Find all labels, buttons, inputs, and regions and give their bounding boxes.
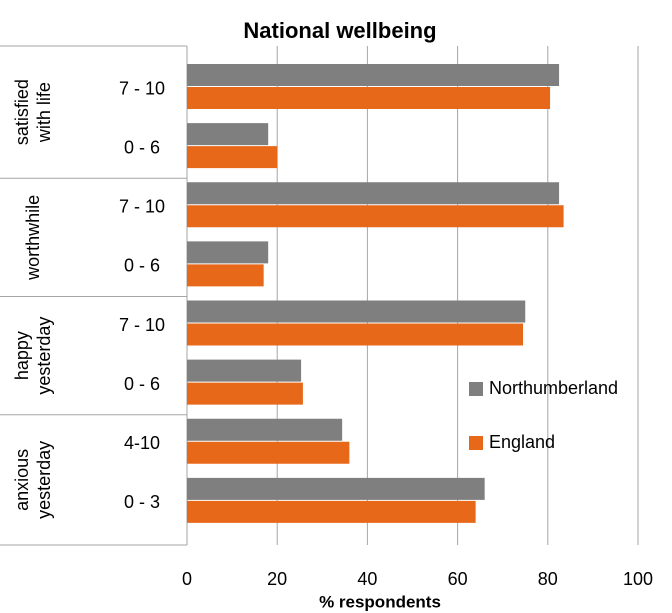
legend-swatch — [469, 382, 483, 396]
bar — [187, 205, 564, 228]
bar — [187, 64, 560, 86]
bar — [187, 264, 264, 287]
x-tick-label: 40 — [357, 569, 377, 589]
x-tick-label: 60 — [448, 569, 468, 589]
bar — [187, 359, 302, 382]
legend-swatch — [469, 436, 483, 450]
legend-label: Northumberland — [489, 378, 618, 398]
group-label: anxious yesterday — [12, 441, 54, 519]
y-tick-label: 0 - 6 — [124, 137, 160, 157]
x-tick-label: 80 — [538, 569, 558, 589]
group-label: worthwhile — [23, 195, 43, 281]
group-label: happy yesterday — [12, 317, 54, 395]
bar — [187, 182, 560, 205]
bar — [187, 500, 476, 523]
bar — [187, 146, 278, 169]
chart-title: National wellbeing — [243, 18, 436, 43]
y-tick-label: 0 - 6 — [124, 374, 160, 394]
y-tick-label: 7 - 10 — [119, 315, 165, 335]
y-tick-label: 7 - 10 — [119, 197, 165, 217]
x-tick-label: 0 — [182, 569, 192, 589]
bar — [187, 477, 485, 500]
y-tick-label: 7 - 10 — [119, 78, 165, 98]
x-tick-label: 20 — [267, 569, 287, 589]
bar — [187, 441, 350, 464]
bar — [187, 418, 343, 441]
bar — [187, 123, 269, 146]
bar — [187, 323, 523, 346]
bar — [187, 382, 303, 405]
x-tick-label: 100 — [623, 569, 653, 589]
bar — [187, 300, 526, 323]
y-tick-label: 0 - 6 — [124, 256, 160, 276]
bar — [187, 241, 269, 264]
x-axis-label: % respondents — [319, 592, 441, 611]
y-tick-label: 4-10 — [124, 433, 160, 453]
legend-label: England — [489, 432, 555, 452]
y-tick-label: 0 - 3 — [124, 492, 160, 512]
group-label: satisfied with life — [12, 79, 54, 145]
bar — [187, 87, 551, 109]
